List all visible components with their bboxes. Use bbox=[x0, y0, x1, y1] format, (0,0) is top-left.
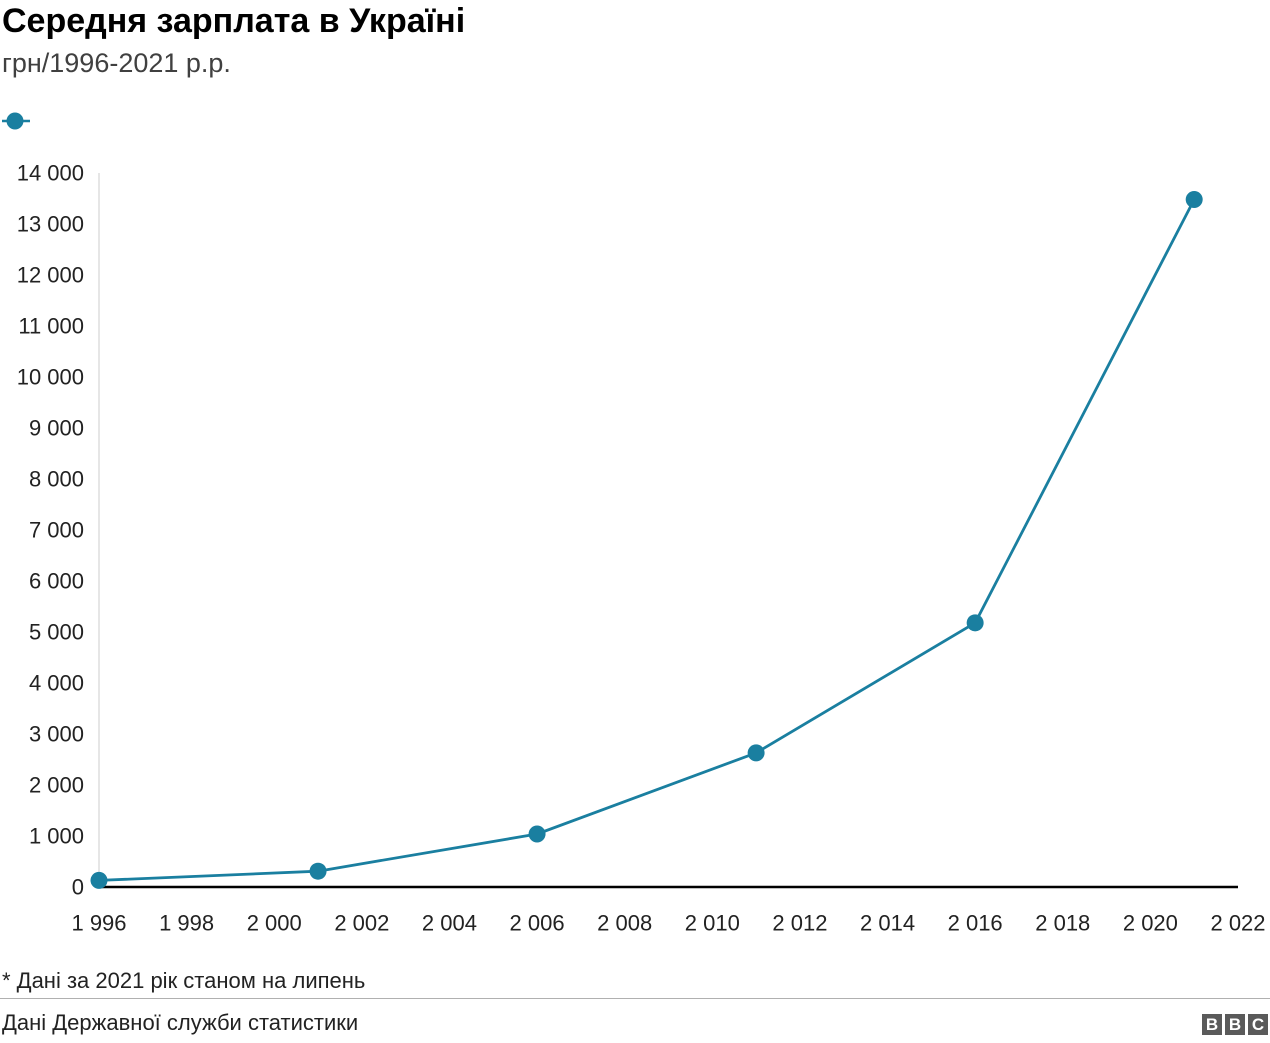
footer-divider bbox=[0, 998, 1270, 999]
legend bbox=[2, 112, 30, 130]
data-point bbox=[966, 614, 984, 632]
x-tick-label: 1 996 bbox=[71, 911, 126, 936]
x-tick-label: 2 010 bbox=[685, 911, 740, 936]
x-tick-label: 2 018 bbox=[1035, 911, 1090, 936]
series-group bbox=[90, 191, 1203, 889]
y-tick-label: 6 000 bbox=[29, 569, 84, 594]
x-tick-label: 2 006 bbox=[510, 911, 565, 936]
y-tick-label: 10 000 bbox=[17, 365, 84, 390]
x-tick-label: 2 002 bbox=[334, 911, 389, 936]
y-tick-label: 0 bbox=[72, 875, 84, 900]
source-credit: Дані Державної служби статистики bbox=[2, 1010, 359, 1035]
y-tick-label: 8 000 bbox=[29, 467, 84, 492]
y-tick-label: 13 000 bbox=[17, 212, 84, 237]
x-tick-label: 2 022 bbox=[1210, 911, 1265, 936]
x-tick-label: 2 016 bbox=[948, 911, 1003, 936]
x-axis: 1 996 1 998 2 000 2 002 2 004 2 006 2 008 2 010… bbox=[71, 885, 1266, 936]
x-tick-label: 1 998 bbox=[159, 911, 214, 936]
y-tick-label: 2 000 bbox=[29, 773, 84, 798]
data-point bbox=[90, 871, 108, 889]
data-point bbox=[309, 862, 327, 880]
x-tick-label: 2 012 bbox=[772, 911, 827, 936]
y-tick-label: 12 000 bbox=[17, 263, 84, 288]
y-axis: 0 1 000 2 000 3 000 4 000 5 000 6 000 7 000 8 00… bbox=[17, 161, 100, 900]
x-tick-label: 2 020 bbox=[1123, 911, 1178, 936]
chart-subtitle: грн/1996-2021 р.р. bbox=[2, 48, 231, 78]
bbc-logo-letter: C bbox=[1248, 1014, 1268, 1035]
y-tick-label: 3 000 bbox=[29, 722, 84, 747]
y-tick-label: 5 000 bbox=[29, 620, 84, 645]
data-point bbox=[528, 825, 546, 843]
legend-marker bbox=[6, 112, 24, 130]
data-point bbox=[747, 744, 765, 762]
chart-title: Середня зарплата в Україні bbox=[2, 2, 466, 40]
bbc-logo: B B C bbox=[1202, 1014, 1268, 1035]
footnote: * Дані за 2021 рік станом на липень bbox=[2, 968, 366, 993]
y-tick-label: 11 000 bbox=[18, 314, 84, 339]
series-line bbox=[98, 198, 1196, 882]
x-tick-label: 2 014 bbox=[860, 911, 915, 936]
y-tick-label: 7 000 bbox=[29, 518, 84, 543]
y-tick-label: 14 000 bbox=[17, 161, 84, 186]
y-tick-label: 9 000 bbox=[29, 416, 84, 441]
bbc-logo-letter: B bbox=[1202, 1014, 1222, 1035]
x-tick-label: 2 004 bbox=[422, 911, 477, 936]
x-tick-label: 2 000 bbox=[247, 911, 302, 936]
x-tick-label: 2 008 bbox=[597, 911, 652, 936]
data-point bbox=[1185, 191, 1203, 209]
y-tick-label: 4 000 bbox=[29, 671, 84, 696]
y-tick-label: 1 000 bbox=[29, 824, 84, 849]
bbc-logo-letter: B bbox=[1225, 1014, 1245, 1035]
line-chart: 0 1 000 2 000 3 000 4 000 5 000 6 000 7 000 8 00… bbox=[2, 112, 1266, 936]
